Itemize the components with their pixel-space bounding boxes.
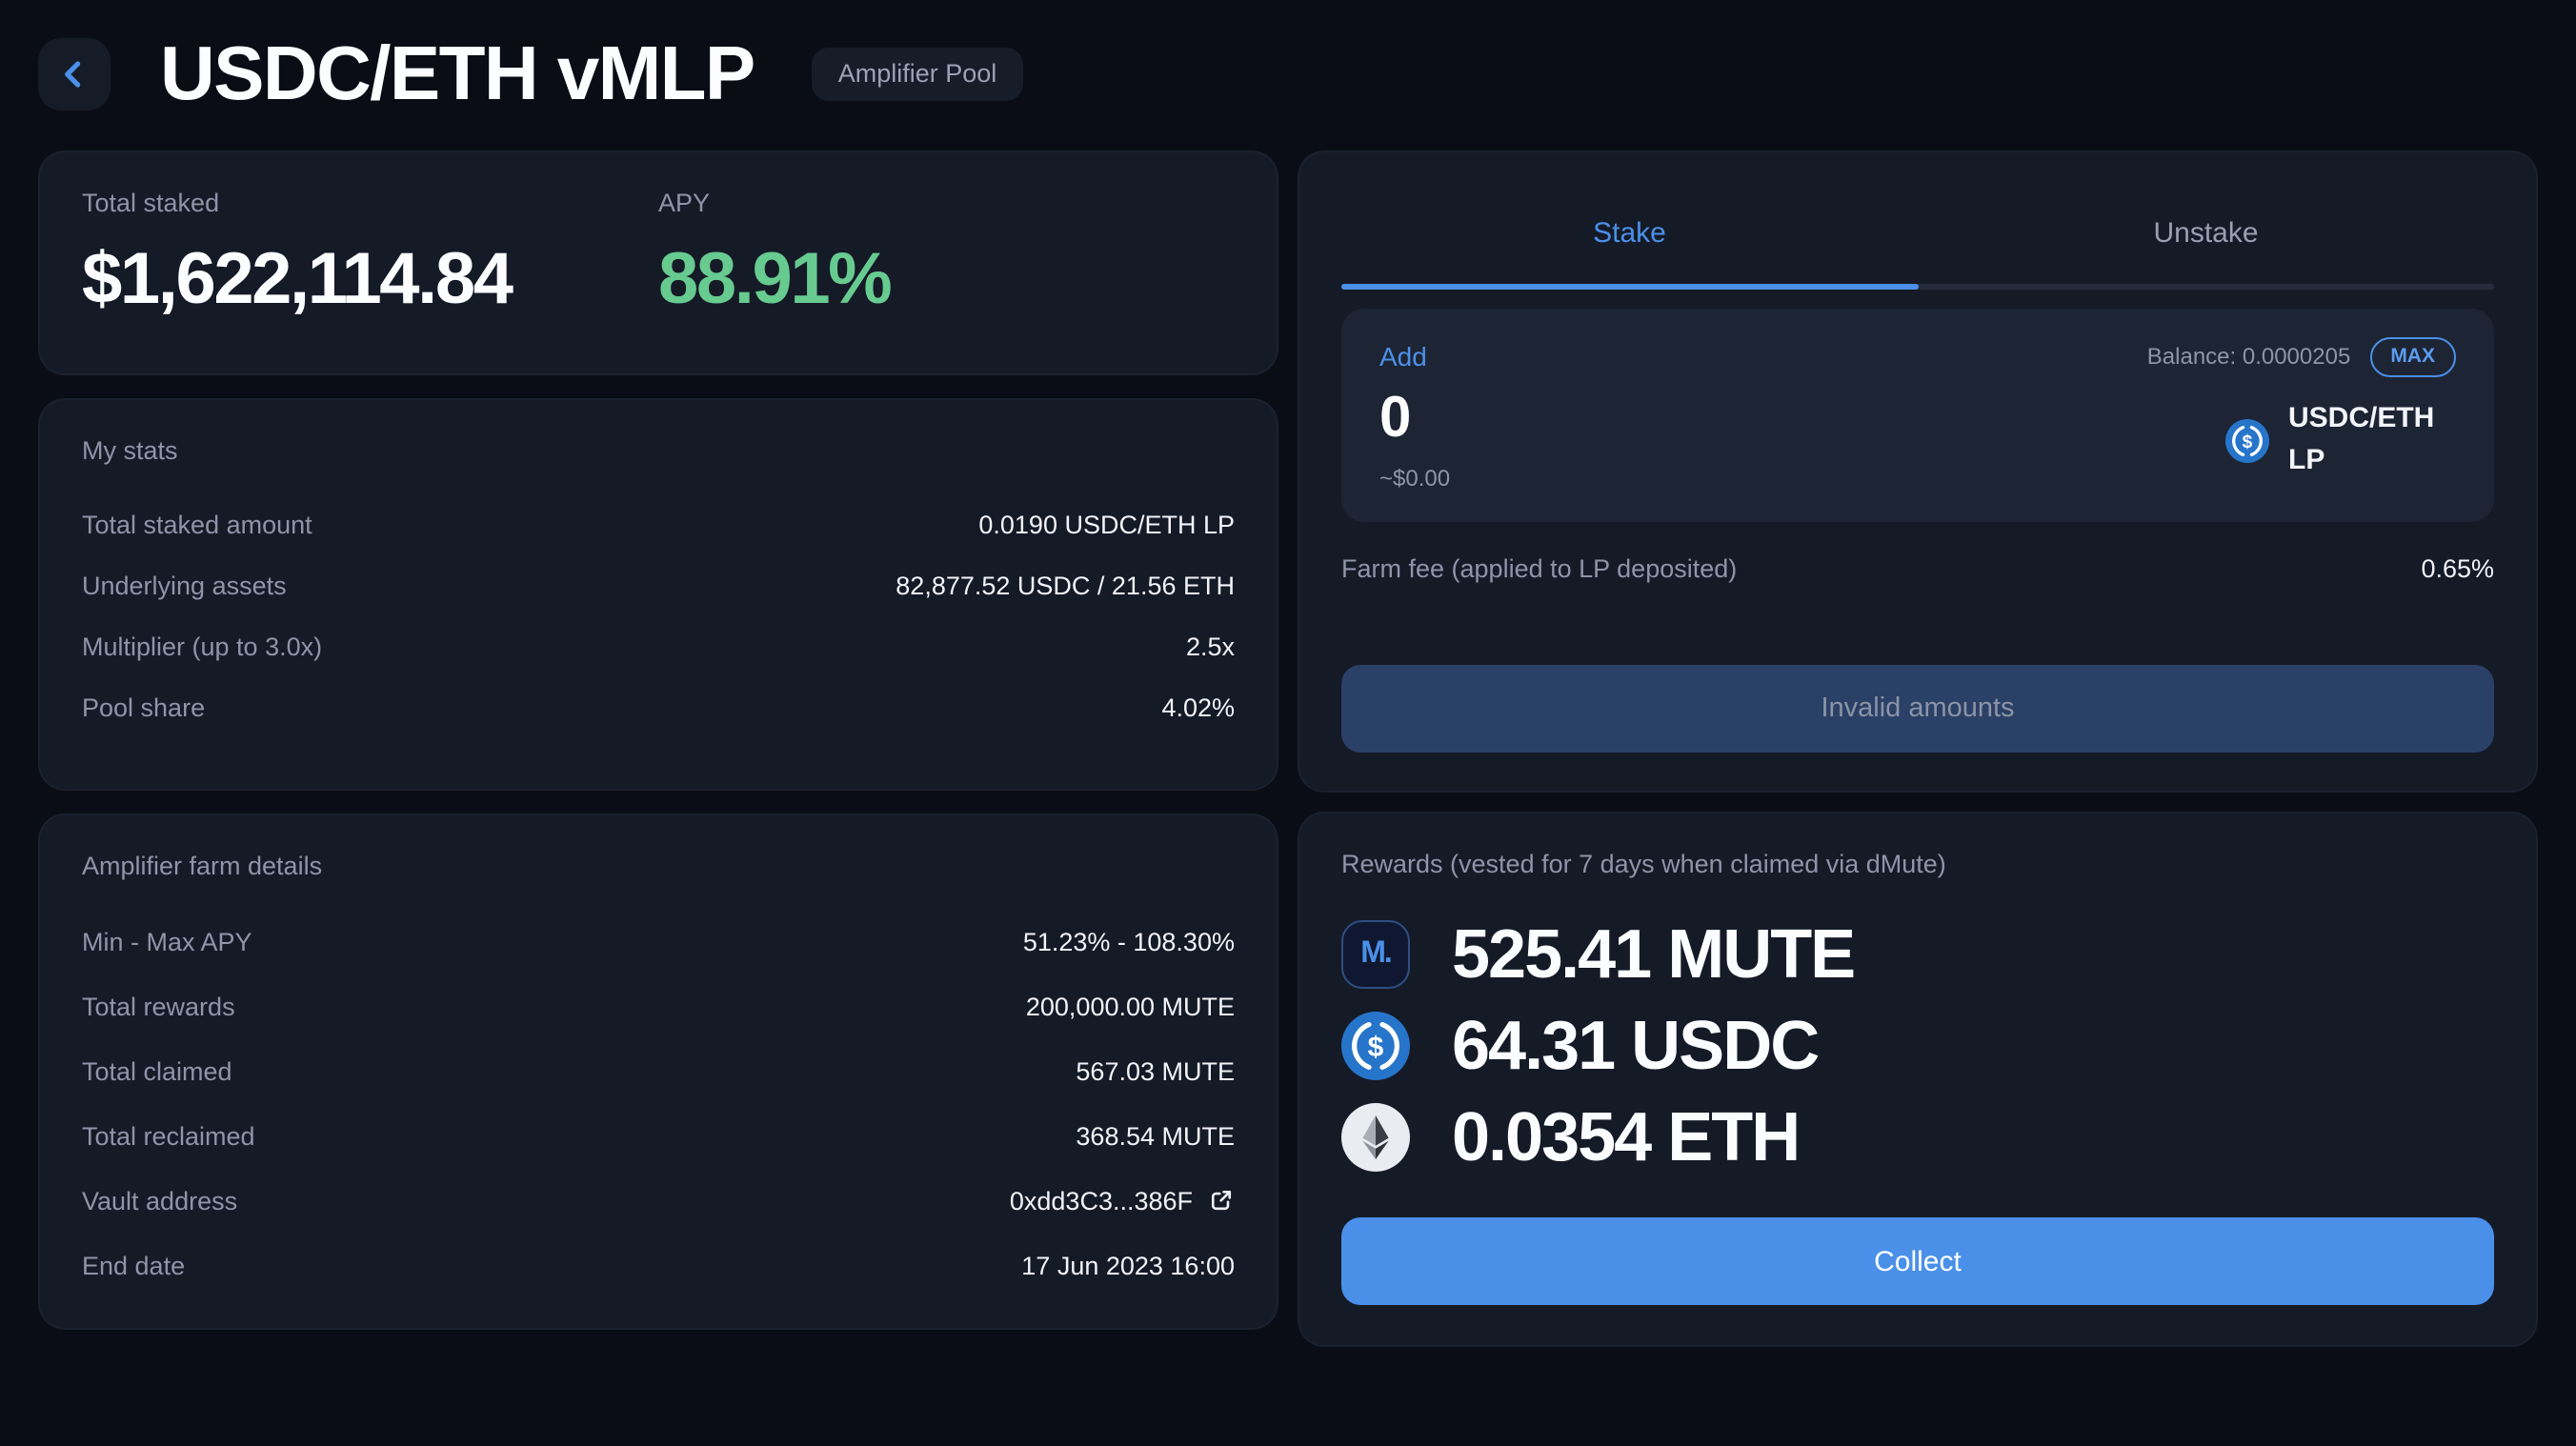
total-staked-value: $1,622,114.84 [82,240,513,320]
detail-row-min-max-apy: Min - Max APY 51.23% - 108.30% [82,909,1235,974]
mute-token-icon: M. [1341,920,1410,989]
apy-block: APY 88.91% [658,187,1235,339]
vault-address-text: 0xdd3C3...386F [1009,1186,1193,1215]
pool-type-badge: Amplifier Pool [811,48,1024,101]
token-display: $ USDC/ETH LP [2225,390,2456,491]
tab-unstake[interactable]: Unstake [2153,217,2259,250]
farm-details-title: Amplifier farm details [82,852,323,880]
external-link-icon [1208,1187,1235,1214]
stat-value: 2.5x [1185,632,1235,660]
max-button[interactable]: MAX [2369,337,2456,377]
detail-row-end-date: End date 17 Jun 2023 16:00 [82,1233,1235,1297]
usdc-token-icon: $ [1341,1012,1410,1080]
overview-card: Total staked $1,622,114.84 APY 88.91% [38,151,1278,375]
stat-label: Multiplier (up to 3.0x) [82,632,323,660]
svg-text:$: $ [1368,1032,1384,1063]
left-column: Total staked $1,622,114.84 APY 88.91% My… [38,151,1278,1330]
farm-fee-value: 0.65% [2421,554,2494,583]
farm-details-card: Amplifier farm details Min - Max APY 51.… [38,813,1278,1330]
farm-fee-label: Farm fee (applied to LP deposited) [1341,554,1738,583]
add-label: Add [1379,341,1427,372]
amount-block: ~$0.00 [1379,386,1913,491]
reward-amount-usdc: 64.31 USDC [1452,1006,1820,1084]
my-stats-title: My stats [82,436,178,465]
page-title: USDC/ETH vMLP [160,32,755,116]
amount-panel-header: Add Balance: 0.0000205 MAX [1379,337,2456,377]
stat-label: Pool share [82,693,206,721]
detail-row-total-rewards: Total rewards 200,000.00 MUTE [82,974,1235,1038]
stat-row-multiplier: Multiplier (up to 3.0x) 2.5x [82,615,1235,676]
reward-amount-mute: 525.41 MUTE [1452,914,1856,993]
stat-value: 4.02% [1161,693,1235,721]
rewards-title: Rewards (vested for 7 days when claimed … [1341,850,1946,878]
stat-value: 82,877.52 USDC / 21.56 ETH [896,571,1235,599]
amount-usd-estimate: ~$0.00 [1379,464,1451,492]
stat-row-pool-share: Pool share 4.02% [82,676,1235,737]
tab-active-indicator [1341,284,1918,290]
detail-label: Min - Max APY [82,927,252,955]
balance-group: Balance: 0.0000205 MAX [2146,337,2456,377]
stat-row-underlying-assets: Underlying assets 82,877.52 USDC / 21.56… [82,554,1235,615]
stake-card: Stake Unstake Add Balance: 0.0000205 MAX [1298,151,2538,793]
detail-value: 17 Jun 2023 16:00 [1021,1251,1235,1279]
reward-row-eth: 0.0354 ETH [1341,1097,2494,1175]
stat-row-total-staked-amount: Total staked amount 0.0190 USDC/ETH LP [82,493,1235,554]
pool-detail-page: USDC/ETH vMLP Amplifier Pool Total stake… [0,32,2576,1446]
page-header: USDC/ETH vMLP Amplifier Pool [0,32,2576,116]
detail-row-total-reclaimed: Total reclaimed 368.54 MUTE [82,1103,1235,1168]
chevron-left-icon [53,53,95,95]
detail-label: Total reclaimed [82,1121,255,1150]
amount-panel-body: ~$0.00 $ USDC/ETH LP [1379,386,2456,491]
tab-underline-track [1341,284,2494,290]
right-column: Stake Unstake Add Balance: 0.0000205 MAX [1298,151,2538,1347]
apy-value: 88.91% [658,240,893,320]
content-grid: Total staked $1,622,114.84 APY 88.91% My… [0,151,2576,1347]
stake-tabs: Stake Unstake [1341,210,2494,259]
farm-details-rows: Min - Max APY 51.23% - 108.30% Total rew… [82,909,1235,1297]
collect-button[interactable]: Collect [1341,1217,2494,1305]
stat-label: Total staked amount [82,510,312,538]
balance-label: Balance: 0.0000205 [2146,343,2351,371]
detail-label: Total rewards [82,992,235,1020]
detail-row-vault-address: Vault address 0xdd3C3...386F [82,1168,1235,1233]
detail-label: End date [82,1251,186,1279]
my-stats-card: My stats Total staked amount 0.0190 USDC… [38,398,1278,791]
tab-stake[interactable]: Stake [1593,217,1666,250]
apy-label: APY [658,189,711,217]
svg-text:$: $ [2243,432,2253,452]
stat-label: Underlying assets [82,571,287,599]
detail-value: 200,000.00 MUTE [1025,992,1235,1020]
detail-label: Vault address [82,1186,238,1215]
reward-amount-eth: 0.0354 ETH [1452,1097,1801,1175]
total-staked-label: Total staked [82,189,220,217]
detail-value: 567.03 MUTE [1076,1056,1235,1085]
detail-value: 51.23% - 108.30% [1022,927,1235,955]
rewards-card: Rewards (vested for 7 days when claimed … [1298,812,2538,1347]
reward-rows: M. 525.41 MUTE $ 64.31 USDC [1341,914,2494,1175]
amount-panel: Add Balance: 0.0000205 MAX ~$0.00 [1341,309,2494,522]
detail-row-total-claimed: Total claimed 567.03 MUTE [82,1038,1235,1103]
back-button[interactable] [38,38,111,110]
vault-address-link[interactable]: 0xdd3C3...386F [1010,1186,1235,1215]
detail-label: Total claimed [82,1056,232,1085]
farm-fee-row: Farm fee (applied to LP deposited) 0.65% [1341,552,2494,585]
reward-row-mute: M. 525.41 MUTE [1341,914,2494,993]
total-staked-block: Total staked $1,622,114.84 [82,187,658,339]
stat-value: 0.0190 USDC/ETH LP [978,510,1235,538]
my-stats-rows: Total staked amount 0.0190 USDC/ETH LP U… [82,493,1235,737]
amount-input[interactable] [1379,386,1913,452]
reward-row-usdc: $ 64.31 USDC [1341,1006,2494,1084]
eth-token-icon [1341,1103,1410,1172]
usdc-token-icon: $ [2225,418,2269,463]
token-name: USDC/ETH LP [2288,401,2435,477]
detail-value: 368.54 MUTE [1076,1121,1235,1150]
stake-submit-button[interactable]: Invalid amounts [1341,665,2494,753]
